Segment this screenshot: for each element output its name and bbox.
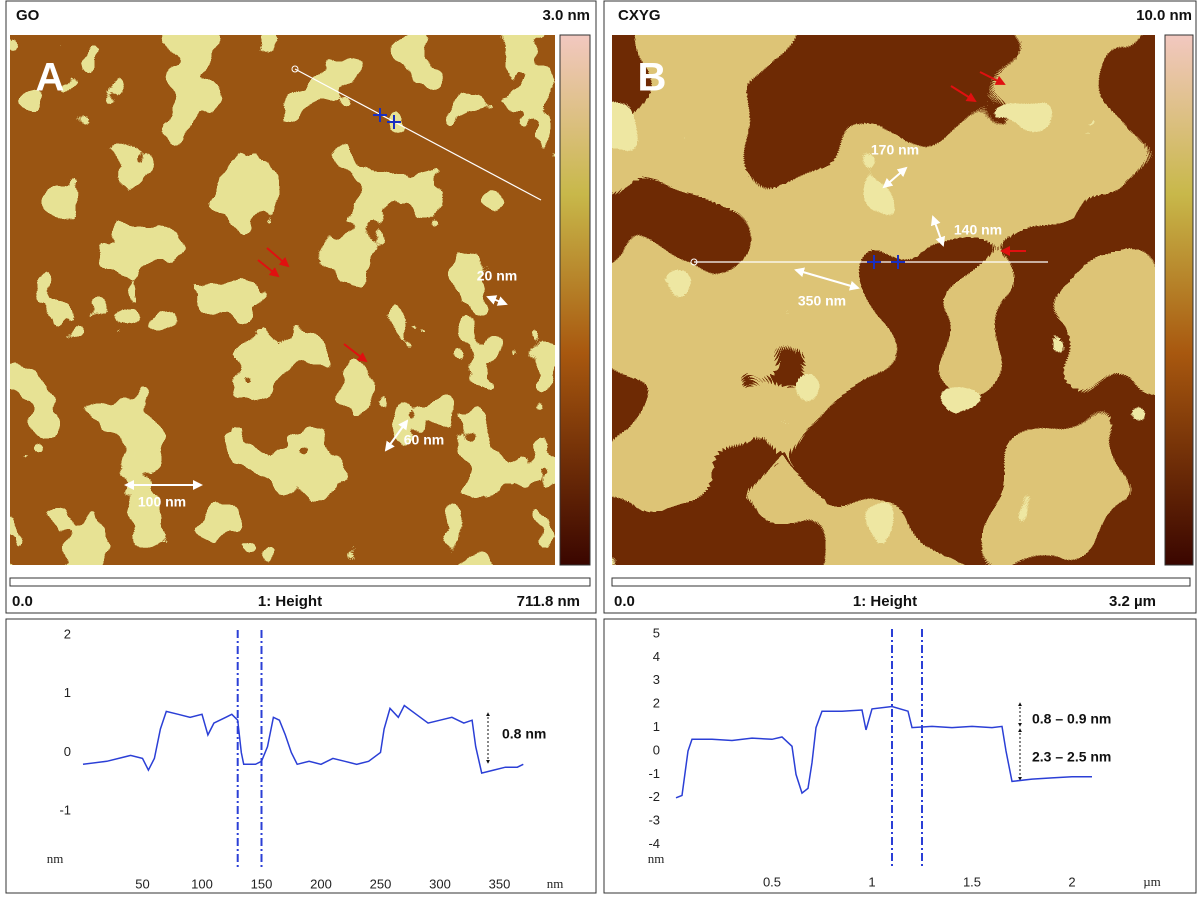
x-tick-label: 100 [191,876,213,891]
size-annotation: 350 nm [798,293,846,309]
y-tick-label: 1 [653,719,660,734]
panel-letter: B [638,56,667,100]
scan-line [291,65,542,201]
x-tick-label: 1.5 [963,874,981,889]
scale-min: 0.0 [614,593,635,610]
panel-frame [603,0,1197,614]
x-tick-label: 250 [370,876,392,891]
y-tick-label: -1 [648,766,660,781]
y-axis-label: nm [47,851,64,866]
x-tick-label: 300 [429,876,451,891]
x-tick-label: 50 [135,876,149,891]
sample-label: CXYG [618,7,661,24]
x-tick-label: 150 [251,876,273,891]
color-bar [559,34,591,566]
arrows [124,247,508,490]
y-tick-label: -3 [648,813,660,828]
x-tick-label: 350 [489,876,511,891]
afm-image [612,35,1155,565]
afm-image [10,35,555,565]
scan-size: 711.8 nm [517,593,580,610]
color-bar [1164,34,1194,566]
y-tick-label: 4 [653,649,660,664]
x-tick-label: 0.5 [763,874,781,889]
height-annotation: 0.8 – 0.9 nm [1032,711,1111,727]
channel-label: 1: Height [258,593,322,610]
y-tick-label: 0 [653,742,660,757]
size-annotation: 60 nm [404,432,444,448]
profile-frame [5,618,597,894]
profile-line [675,705,1092,799]
x-axis-label: µm [1143,874,1161,889]
profile-line [82,704,524,775]
panel-frame [5,0,597,614]
scale-max: 10.0 nm [1136,7,1192,24]
y-tick-label: 3 [653,672,660,687]
y-tick-label: 1 [64,685,71,700]
x-tick-label: 1 [868,874,875,889]
size-annotation: 140 nm [954,222,1002,238]
channel-label: 1: Height [853,593,917,610]
scan-line [690,255,1048,269]
scan-size: 3.2 µm [1109,593,1156,610]
arrows [794,71,1026,291]
y-tick-label: -4 [648,836,660,851]
y-tick-label: 2 [64,626,71,641]
panel-letter: A [36,56,65,100]
height-annotation: 2.3 – 2.5 nm [1032,749,1111,765]
y-tick-label: 2 [653,696,660,711]
y-tick-label: 5 [653,625,660,640]
profile-frame [603,618,1197,894]
size-annotation: 170 nm [871,142,919,158]
size-annotation: 100 nm [138,494,186,510]
scale-min: 0.0 [12,593,33,610]
scale-max: 3.0 nm [542,7,590,24]
scan-bar [611,577,1191,587]
y-tick-label: 0 [64,744,71,759]
height-annotation: 0.8 nm [502,726,546,742]
x-tick-label: 2 [1068,874,1075,889]
y-axis-label: nm [648,851,665,866]
scan-bar [9,577,591,587]
y-tick-label: -2 [648,789,660,804]
size-annotation: 20 nm [477,268,517,284]
x-axis-label: nm [547,876,564,891]
sample-label: GO [16,7,40,24]
x-tick-label: 200 [310,876,332,891]
y-tick-label: -1 [59,803,71,818]
